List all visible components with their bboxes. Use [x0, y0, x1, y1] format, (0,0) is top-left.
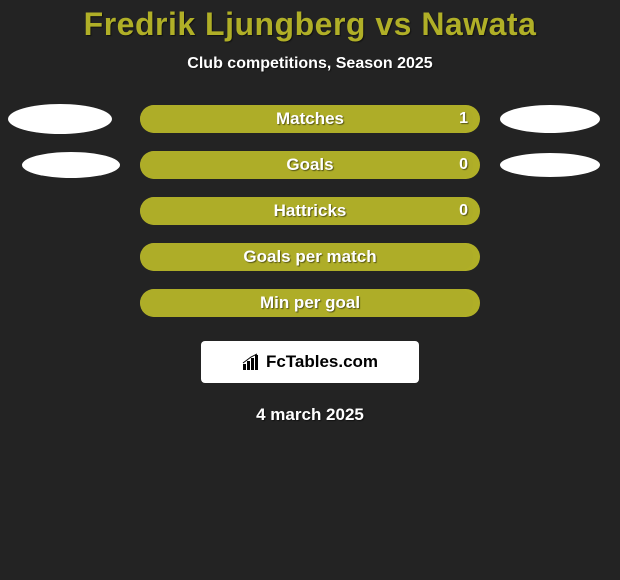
stat-label: Goals	[286, 155, 333, 175]
stat-value: 0	[459, 202, 468, 220]
date-label: 4 march 2025	[0, 405, 620, 425]
stat-bar: Hattricks 0	[140, 197, 480, 225]
oval-right-icon	[500, 153, 600, 177]
brand-label: FcTables.com	[266, 352, 378, 372]
stat-row: Goals 0	[0, 151, 620, 179]
stat-value: 0	[459, 156, 468, 174]
stat-bar: Min per goal	[140, 289, 480, 317]
stat-label: Goals per match	[243, 247, 376, 267]
stat-label: Hattricks	[274, 201, 347, 221]
stat-bar: Goals 0	[140, 151, 480, 179]
oval-right-icon	[500, 105, 600, 133]
comparison-infographic: Fredrik Ljungberg vs Nawata Club competi…	[0, 0, 620, 580]
oval-left-icon	[8, 104, 112, 134]
stat-row: Goals per match	[0, 243, 620, 271]
stat-bars: Matches 1 Goals 0 Hattricks 0	[0, 105, 620, 317]
page-title: Fredrik Ljungberg vs Nawata	[0, 6, 620, 43]
stat-label: Matches	[276, 109, 344, 129]
brand-box: FcTables.com	[201, 341, 419, 383]
stat-value: 1	[459, 110, 468, 128]
stat-bar: Goals per match	[140, 243, 480, 271]
stat-row: Matches 1	[0, 105, 620, 133]
oval-left-icon	[22, 152, 120, 178]
stat-label: Min per goal	[260, 293, 360, 313]
stat-row: Hattricks 0	[0, 197, 620, 225]
stat-row: Min per goal	[0, 289, 620, 317]
subtitle: Club competitions, Season 2025	[0, 55, 620, 73]
stat-bar: Matches 1	[140, 105, 480, 133]
bar-chart-icon	[242, 353, 262, 371]
